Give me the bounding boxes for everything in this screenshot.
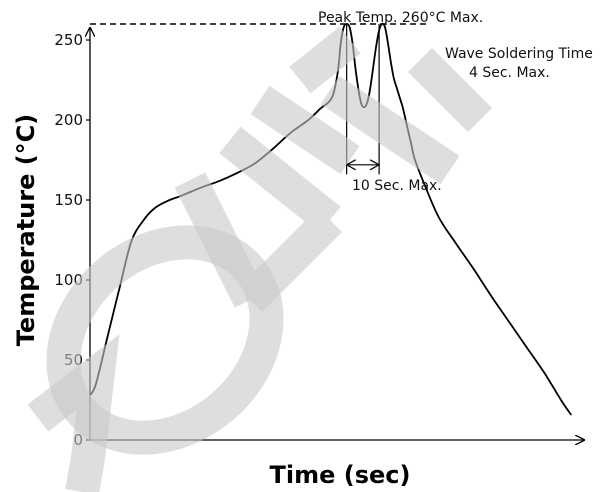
x-axis-title: Time (sec) xyxy=(270,461,411,489)
wave-soldering-annotation-line1: Wave Soldering Time xyxy=(445,46,593,62)
watermark xyxy=(27,26,493,492)
interval-annotation: 10 Sec. Max. xyxy=(352,178,442,194)
y-axis-title: Temperature (°C) xyxy=(12,114,40,347)
y-tick-label: 200 xyxy=(54,111,83,129)
y-tick-label: 150 xyxy=(54,191,83,209)
wave-soldering-annotation-line2: 4 Sec. Max. xyxy=(469,65,550,81)
peak-temp-annotation: Peak Temp. 260°C Max. xyxy=(318,10,483,26)
y-tick-label: 250 xyxy=(54,31,83,49)
interval-arrowhead-right xyxy=(369,159,381,171)
